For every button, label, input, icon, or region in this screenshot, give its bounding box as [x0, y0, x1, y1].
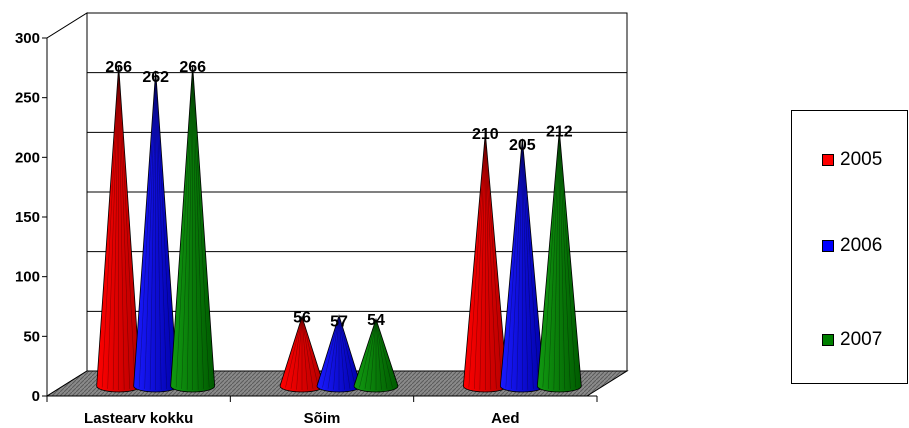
cone-facet — [322, 315, 340, 388]
cone-facet — [301, 316, 308, 390]
cone-facet — [155, 70, 167, 389]
cone-facet — [118, 66, 125, 390]
data-label: 205 — [509, 137, 536, 154]
cone-facet — [474, 132, 486, 389]
y-tick-label: 250 — [15, 90, 40, 107]
cone-facet — [511, 138, 523, 389]
legend-item-2007: 2007 — [822, 329, 882, 351]
cone-facet — [112, 66, 119, 390]
cone-facet — [192, 66, 199, 390]
cone-2005-2 — [462, 132, 508, 393]
cone-facet — [485, 132, 497, 389]
cone-facet — [327, 315, 340, 389]
cone-facet — [338, 315, 356, 388]
category-labels: Lastearv kokku Sõim Aed — [46, 396, 598, 427]
cone-facet — [485, 132, 503, 388]
y-tick-label: 0 — [32, 388, 40, 405]
data-label: 56 — [293, 310, 311, 327]
cone-facet — [468, 132, 486, 388]
x-category-label: Lastearv kokku — [84, 410, 193, 427]
cone-facet — [505, 138, 523, 388]
cone-facet — [522, 138, 529, 390]
cone-facet — [553, 130, 560, 390]
cone-facet — [333, 315, 340, 390]
cone-facet — [118, 66, 130, 389]
plot-side-wall — [46, 12, 88, 397]
y-tick-label: 150 — [15, 209, 40, 226]
data-label: 210 — [472, 126, 499, 143]
data-label: 57 — [330, 313, 348, 330]
cone-facet — [542, 130, 560, 388]
cone-facet — [155, 70, 173, 388]
cone-body — [170, 66, 216, 393]
cone-2006-2 — [499, 138, 545, 393]
cone-2007-0 — [170, 66, 216, 393]
legend-label-2005: 2005 — [840, 149, 883, 170]
cone-facet — [301, 316, 319, 388]
cone-facet — [338, 315, 345, 390]
cone-facet — [138, 70, 156, 388]
cone-facet — [522, 138, 534, 389]
cone-facet — [522, 138, 540, 388]
cone-facet — [186, 66, 193, 390]
data-label: 266 — [105, 59, 132, 76]
legend-item-2006: 2006 — [822, 235, 882, 257]
data-label: 266 — [179, 59, 206, 76]
cone-2007-2 — [536, 130, 582, 393]
cone-facet — [559, 130, 577, 388]
y-tick-label: 200 — [15, 149, 40, 166]
cone-2006-0 — [133, 70, 179, 393]
cone-facet — [559, 130, 566, 390]
cone-2007-1 — [353, 317, 399, 393]
y-tick-label: 100 — [15, 269, 40, 286]
cone-facet — [375, 319, 388, 389]
legend-swatch-2007 — [822, 334, 834, 346]
cone-facet — [149, 70, 156, 390]
legend-label-2007: 2007 — [840, 329, 883, 350]
y-ticks: 0 50 100 150 200 250 300 — [15, 30, 47, 405]
cone-facet — [479, 132, 486, 390]
cone-facet — [192, 66, 204, 389]
cone-2005-0 — [96, 66, 142, 393]
cone-facet — [516, 138, 523, 390]
legend-label-2006: 2006 — [840, 235, 883, 256]
cone-facet — [485, 132, 492, 390]
cone-facet — [364, 319, 377, 389]
cone-facet — [101, 66, 119, 388]
legend: 2005 2006 2007 — [791, 110, 908, 384]
cone-body — [536, 130, 582, 393]
cone-facet — [559, 130, 571, 389]
cone-facet — [192, 66, 210, 388]
cone-facet — [359, 318, 377, 388]
data-label: 212 — [546, 124, 573, 141]
cone-facet — [375, 319, 382, 390]
cone-facet — [155, 70, 162, 390]
cones: 266 262 266 56 57 54 210 205 212 — [96, 59, 582, 393]
cone-facet — [181, 66, 193, 389]
data-label: 54 — [367, 312, 385, 329]
legend-item-2005: 2005 — [822, 149, 882, 171]
cone-facet — [290, 316, 303, 389]
x-category-label: Sõim — [304, 410, 341, 427]
cone-facet — [301, 316, 314, 389]
cone-facet — [338, 315, 351, 389]
cone-facet — [285, 316, 303, 388]
cone-facet — [175, 66, 193, 388]
cone-facet — [107, 66, 119, 389]
y-tick-label: 50 — [23, 328, 40, 345]
legend-swatch-2005 — [822, 154, 834, 166]
cone-facet — [118, 66, 136, 388]
legend-swatch-2006 — [822, 240, 834, 252]
y-tick-label: 300 — [15, 30, 40, 47]
cone-body — [353, 317, 399, 393]
cone-facet — [548, 130, 560, 389]
data-label: 262 — [142, 69, 169, 86]
cone-facet — [375, 318, 393, 388]
x-category-label: Aed — [491, 410, 519, 427]
cone-facet — [370, 319, 377, 390]
cone-facet — [144, 70, 156, 389]
cone-facet — [296, 316, 303, 390]
